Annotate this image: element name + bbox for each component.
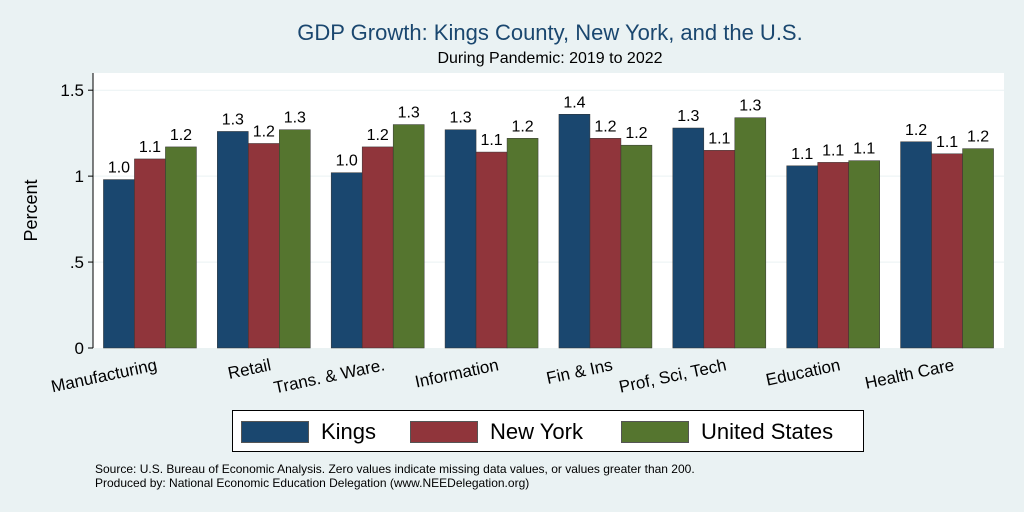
bar-value-label: 1.2 (170, 127, 192, 144)
bar-value-label: 1.2 (594, 118, 616, 135)
bar (165, 146, 197, 349)
y-tick-label: 1 (75, 167, 84, 186)
bar-value-label: 1.3 (449, 110, 471, 127)
bar (734, 117, 767, 349)
bar-value-label: 1.4 (563, 94, 585, 111)
bar (361, 146, 394, 349)
bar (931, 153, 963, 349)
bar-value-label: 1.2 (253, 123, 275, 140)
bar (900, 141, 932, 349)
x-tick-label: Manufacturing (49, 355, 158, 396)
bar (392, 124, 425, 349)
x-tick-label: Retail (226, 355, 272, 383)
legend-swatch-united-states (621, 421, 689, 443)
y-tick-label: .5 (70, 253, 84, 272)
bar (103, 179, 135, 349)
bar-value-label: 1.3 (398, 105, 420, 122)
bar-value-label: 1.3 (677, 108, 699, 125)
bar-value-label: 1.2 (905, 122, 927, 139)
bar (848, 160, 880, 349)
chart-subtitle: During Pandemic: 2019 to 2022 (437, 50, 663, 67)
bar-value-label: 1.1 (708, 130, 730, 147)
bar-value-label: 1.0 (336, 153, 358, 170)
legend-swatch-new-york (410, 421, 478, 443)
x-tick-label: Health Care (863, 355, 956, 392)
legend-label-new-york: New York (490, 419, 583, 444)
bar-value-label: 1.3 (222, 111, 244, 128)
bar (217, 131, 249, 349)
source-note: Source: U.S. Bureau of Economic Analysis… (95, 462, 695, 490)
bar-value-label: 1.0 (108, 160, 130, 177)
bar (962, 148, 994, 349)
bar-value-label: 1.2 (967, 129, 989, 146)
bar-value-label: 1.2 (511, 118, 533, 135)
bar (444, 129, 477, 349)
bar (506, 138, 539, 349)
legend-swatch-kings (241, 421, 309, 443)
legend: Kings New York United States (232, 410, 864, 452)
bar (672, 127, 705, 349)
x-tick-label: Education (764, 355, 842, 389)
x-tick-label: Trans. & Ware. (272, 355, 387, 397)
y-axis-title: Percent (21, 179, 41, 241)
x-tick-label: Prof, Sci, Tech (617, 355, 728, 396)
bar-value-label: 1.1 (139, 139, 161, 156)
y-tick-label: 0 (75, 339, 84, 358)
bar-value-label: 1.1 (853, 141, 875, 158)
bar-value-label: 1.1 (822, 142, 844, 159)
bar (330, 172, 363, 349)
bar (786, 165, 818, 349)
bar (589, 138, 622, 349)
x-tick-label: Fin & Ins (545, 355, 615, 388)
legend-label-kings: Kings (321, 419, 377, 444)
bar-value-label: 1.3 (284, 110, 306, 127)
bar-value-label: 1.1 (936, 134, 958, 151)
bar-value-label: 1.1 (480, 132, 502, 149)
legend-label-united-states: United States (701, 419, 834, 444)
bar (817, 162, 849, 349)
bar (248, 143, 280, 349)
source-line: Source: U.S. Bureau of Economic Analysis… (95, 462, 695, 476)
produced-by-line: Produced by: National Economic Education… (95, 476, 530, 490)
chart-title: GDP Growth: Kings County, New York, and … (297, 20, 803, 45)
bar (703, 150, 736, 349)
bar-value-label: 1.1 (791, 146, 813, 163)
bar (475, 151, 508, 349)
bar-value-label: 1.2 (367, 127, 389, 144)
bar (620, 144, 653, 349)
bar-value-label: 1.3 (739, 98, 761, 115)
bar-value-label: 1.2 (625, 125, 647, 142)
x-tick-label: Information (413, 355, 500, 391)
bar (279, 129, 311, 349)
y-tick-label: 1.5 (60, 81, 84, 100)
bar (558, 114, 591, 349)
bar (134, 158, 166, 349)
